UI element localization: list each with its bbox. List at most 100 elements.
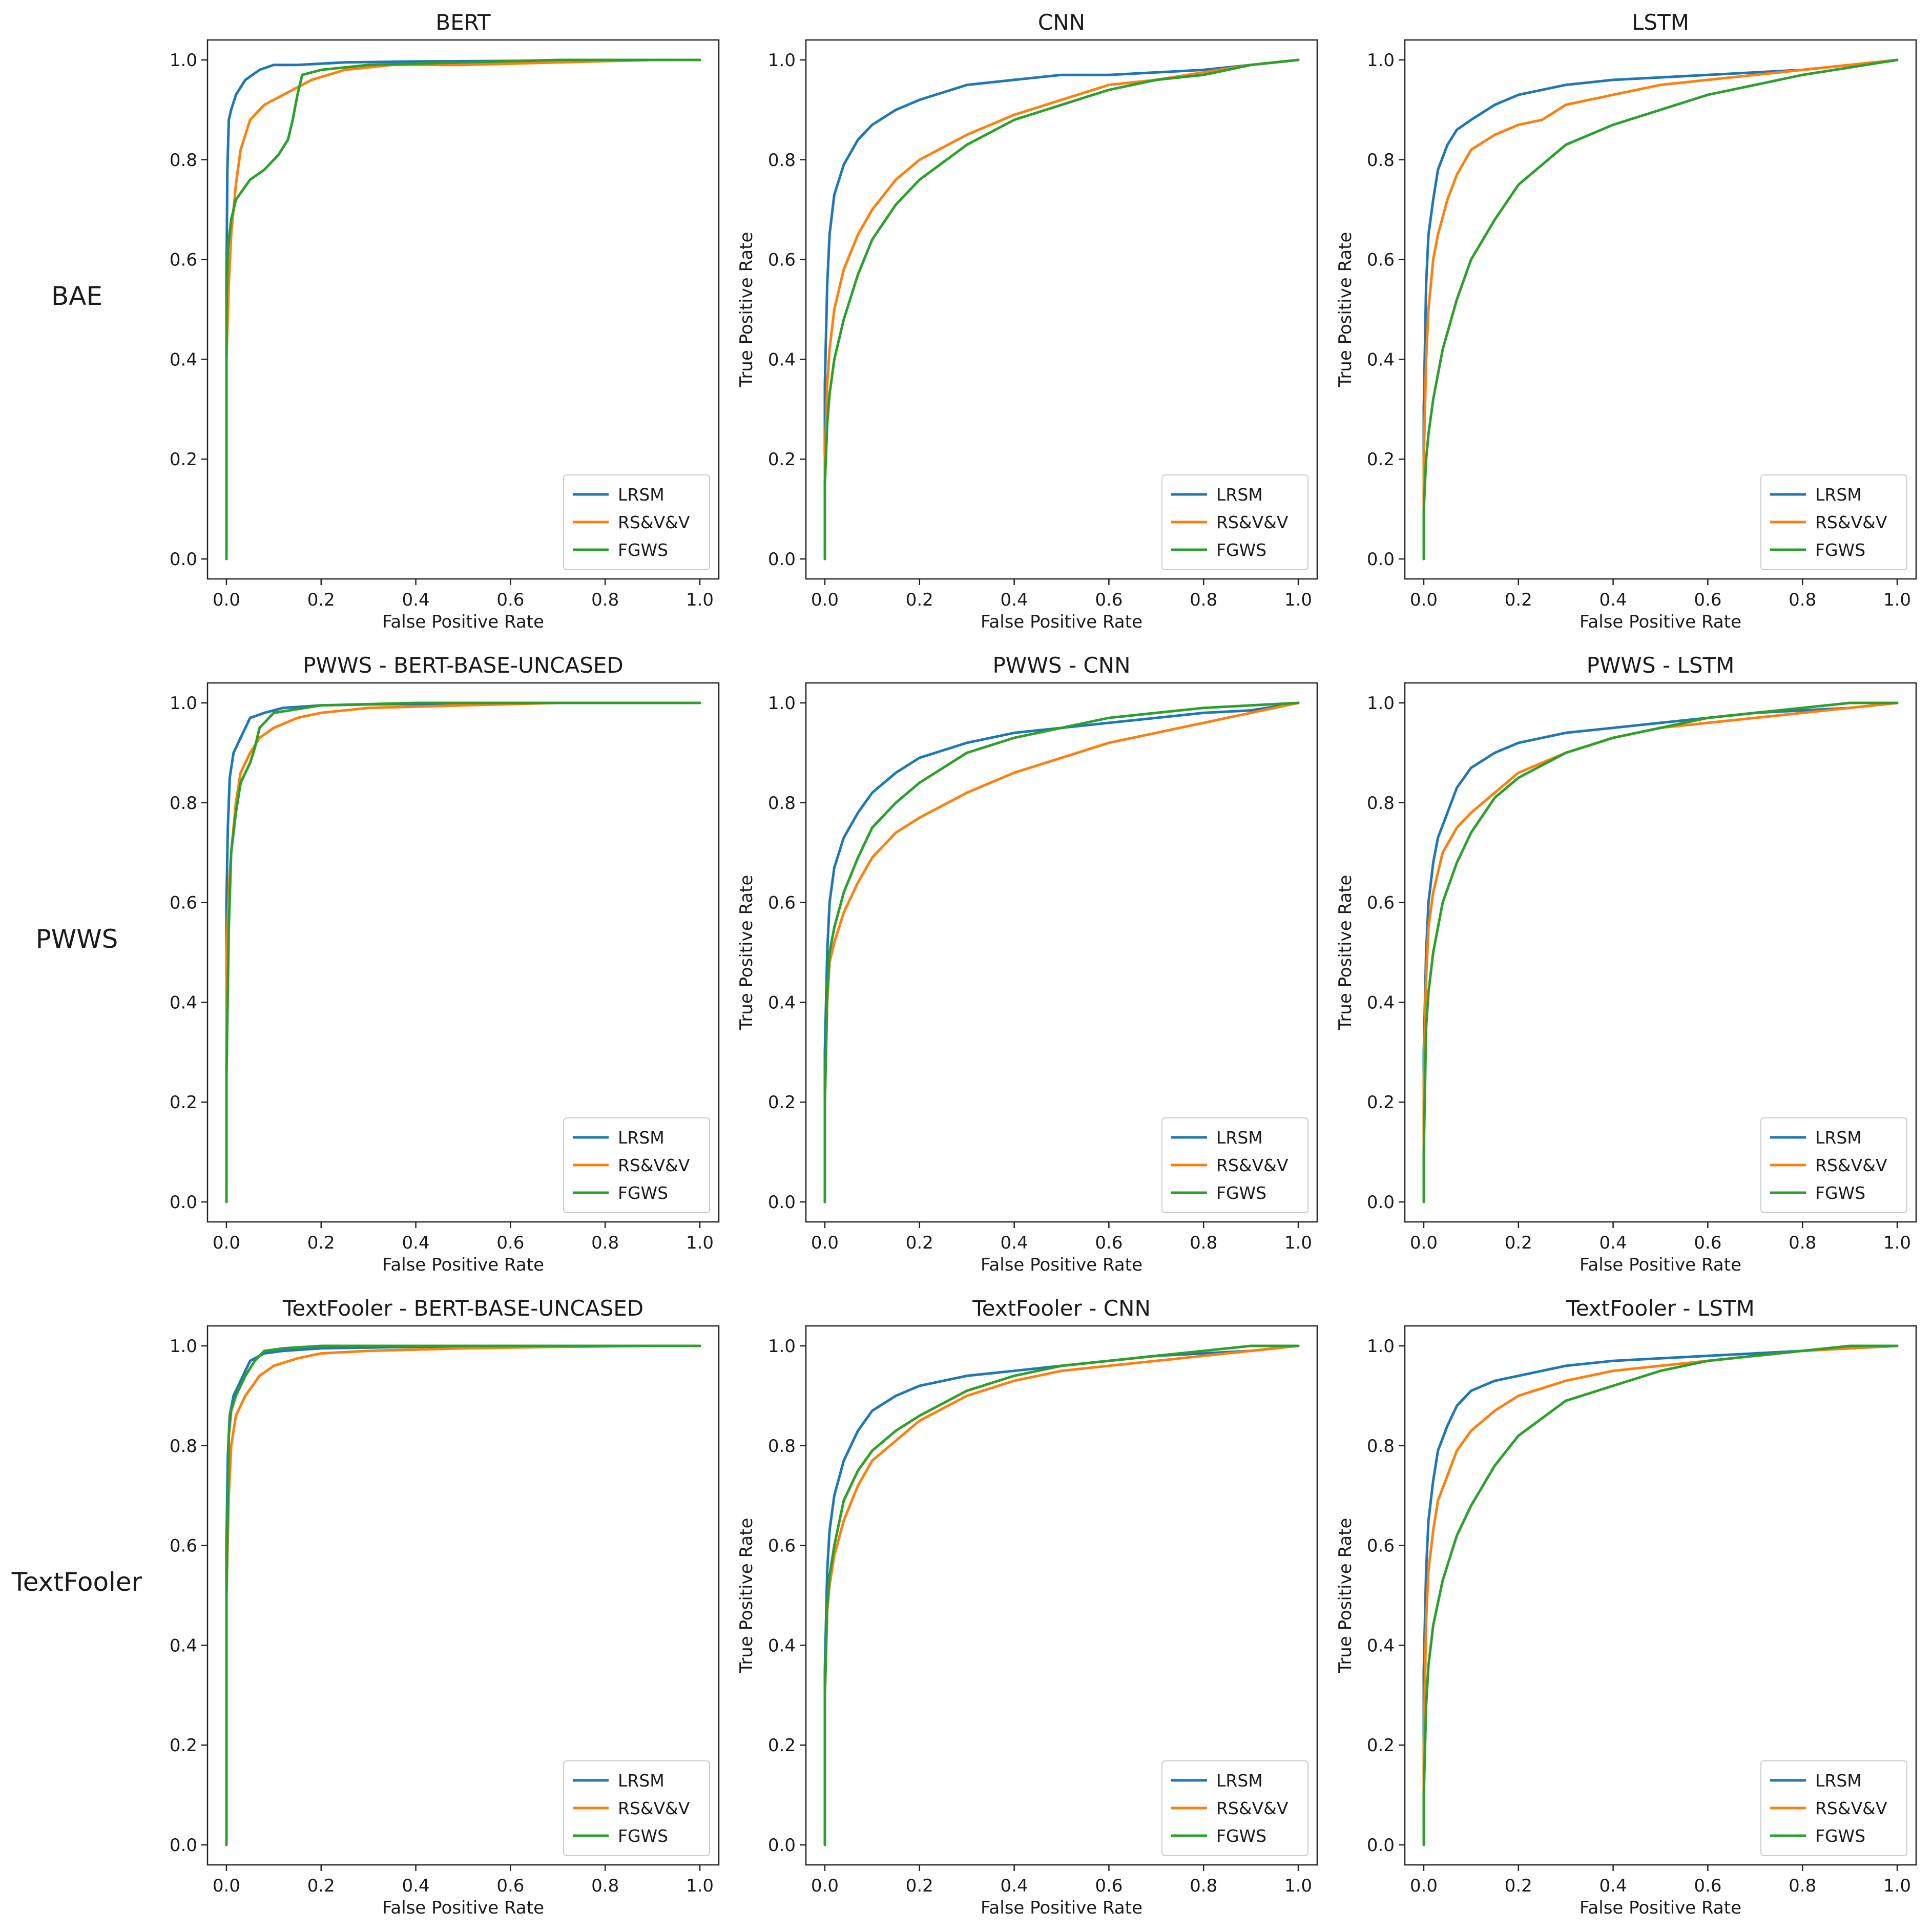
y-tick-label: 1.0 [1367,1336,1395,1357]
legend-label-fgws: FGWS [1815,540,1865,560]
y-tick-label: 0.2 [1367,1735,1395,1756]
legend: LRSM RS&V&V FGWS [1161,474,1308,570]
legend-label-fgws: FGWS [1216,1183,1266,1203]
y-tick-label: 0.6 [170,893,197,913]
y-tick-label: 0.8 [1367,793,1395,814]
row-label-textfooler: TextFooler [11,1567,142,1597]
legend-label-lrsm: LRSM [618,485,664,505]
legend-box [563,474,710,570]
x-tick-label: 0.8 [1789,1233,1816,1253]
y-tick-label: 1.0 [1367,50,1395,71]
chart-title: TextFooler - CNN [972,1296,1151,1321]
chart-panel-textfooler-cnn: TextFooler - CNN 0.0 0.0 0.2 0.2 0.4 0.4 0.6 0.6… [736,1296,1318,1918]
y-tick-label: 0.6 [170,250,197,271]
x-axis-label: False Positive Rate [382,612,544,632]
y-tick-label: 0.0 [1367,549,1395,570]
x-tick-label: 0.2 [307,1876,335,1896]
x-tick-label: 0.2 [1505,590,1532,610]
y-tick-label: 0.4 [768,992,796,1013]
y-axis-label: True Positive Rate [736,232,757,388]
x-axis-label: False Positive Rate [1580,1255,1741,1275]
chart-panel-pwws-lstm: PWWS - LSTM 0.0 0.0 0.2 0.2 0.4 0.4 0.6 0.6 0.8 0.… [1335,653,1917,1275]
x-tick-label: 0.6 [496,590,524,610]
x-axis-label: False Positive Rate [1580,612,1741,632]
y-axis-label: True Positive Rate [1335,875,1356,1031]
x-tick-label: 0.8 [591,590,619,610]
x-tick-label: 0.0 [1410,1876,1438,1896]
x-tick-label: 0.6 [1694,1233,1721,1253]
legend-box [1161,1117,1308,1213]
x-tick-label: 0.4 [402,1876,430,1896]
x-tick-label: 0.6 [1095,1876,1123,1896]
legend-label-rs-v-v: RS&V&V [618,1155,690,1175]
chart-title: CNN [1038,10,1085,35]
plot-frame [805,39,1318,580]
x-tick-label: 1.0 [1284,1876,1312,1896]
x-tick-label: 0.2 [1505,1233,1532,1253]
y-tick-label: 0.8 [170,1436,197,1457]
y-tick-label: 0.8 [768,793,796,814]
roc-line-lrsm [1422,1344,1899,1846]
legend-label-lrsm: LRSM [618,1771,664,1791]
x-axis-label: False Positive Rate [1580,1898,1741,1918]
y-tick-label: 0.0 [768,549,796,570]
roc-line-fgws [225,1344,701,1846]
y-tick-label: 0.6 [1367,893,1395,913]
y-tick-label: 1.0 [768,50,796,71]
roc-line-rs-v-v [1422,701,1899,1203]
x-tick-label: 1.0 [686,1233,714,1253]
chart-title: TextFooler - BERT-BASE-UNCASED [282,1296,643,1321]
y-tick-label: 0.4 [768,349,796,370]
y-tick-label: 0.8 [170,793,197,814]
x-tick-label: 0.0 [1410,1233,1438,1253]
legend-box [563,1760,710,1856]
y-tick-label: 0.4 [768,1635,796,1656]
roc-line-lrsm [823,58,1300,560]
y-tick-label: 1.0 [768,693,796,714]
legend-label-lrsm: LRSM [1815,485,1862,505]
legend-label-lrsm: LRSM [1815,1771,1862,1791]
y-tick-label: 1.0 [170,50,197,71]
legend-box [563,1117,710,1213]
y-tick-label: 1.0 [170,693,197,714]
roc-line-fgws [823,701,1300,1203]
y-tick-label: 0.8 [170,150,197,171]
legend-label-fgws: FGWS [1815,1183,1865,1203]
y-tick-label: 0.8 [768,1436,796,1457]
legend-box [1161,1760,1308,1856]
legend-label-lrsm: LRSM [618,1128,664,1148]
legend-label-fgws: FGWS [618,540,668,560]
chart-title: PWWS - BERT-BASE-UNCASED [303,653,624,678]
roc-line-fgws [225,58,701,560]
legend: LRSM RS&V&V FGWS [1760,474,1907,570]
x-tick-label: 0.8 [1190,590,1217,610]
y-axis-label: True Positive Rate [736,1518,757,1674]
row-label-pwws: PWWS [36,924,118,954]
x-tick-label: 0.6 [1095,590,1123,610]
roc-line-lrsm [823,701,1300,1203]
chart-panel-lstm: LSTM 0.0 0.0 0.2 0.2 0.4 0.4 0.6 0.6 0.8 0.8 1.0 1.0… [1335,10,1917,632]
row-label-bae: BAE [51,281,102,311]
y-tick-label: 0.8 [768,150,796,171]
x-tick-label: 1.0 [1883,1233,1911,1253]
legend-label-rs-v-v: RS&V&V [1815,1155,1887,1175]
x-tick-label: 0.8 [591,1233,619,1253]
plot-frame [206,682,720,1223]
x-tick-label: 0.4 [1001,590,1028,610]
y-tick-label: 0.6 [1367,1536,1395,1556]
y-tick-label: 0.2 [768,1735,796,1756]
y-tick-label: 0.2 [1367,1092,1395,1113]
legend-label-rs-v-v: RS&V&V [1216,1798,1289,1818]
legend: LRSM RS&V&V FGWS [1161,1760,1308,1856]
x-tick-label: 0.4 [402,1233,430,1253]
roc-line-fgws [823,58,1300,560]
y-tick-label: 1.0 [768,1336,796,1357]
legend: LRSM RS&V&V FGWS [1161,1117,1308,1213]
x-tick-label: 0.8 [1789,1876,1816,1896]
roc-line-fgws [1422,1344,1899,1846]
chart-panel-cnn: CNN 0.0 0.0 0.2 0.2 0.4 0.4 0.6 0.6 0.8 0.8 1.0 1.0 F… [736,10,1318,632]
y-tick-label: 0.2 [768,449,796,470]
x-tick-label: 0.0 [811,1876,839,1896]
legend-label-rs-v-v: RS&V&V [1216,512,1289,532]
x-tick-label: 0.6 [1095,1233,1123,1253]
